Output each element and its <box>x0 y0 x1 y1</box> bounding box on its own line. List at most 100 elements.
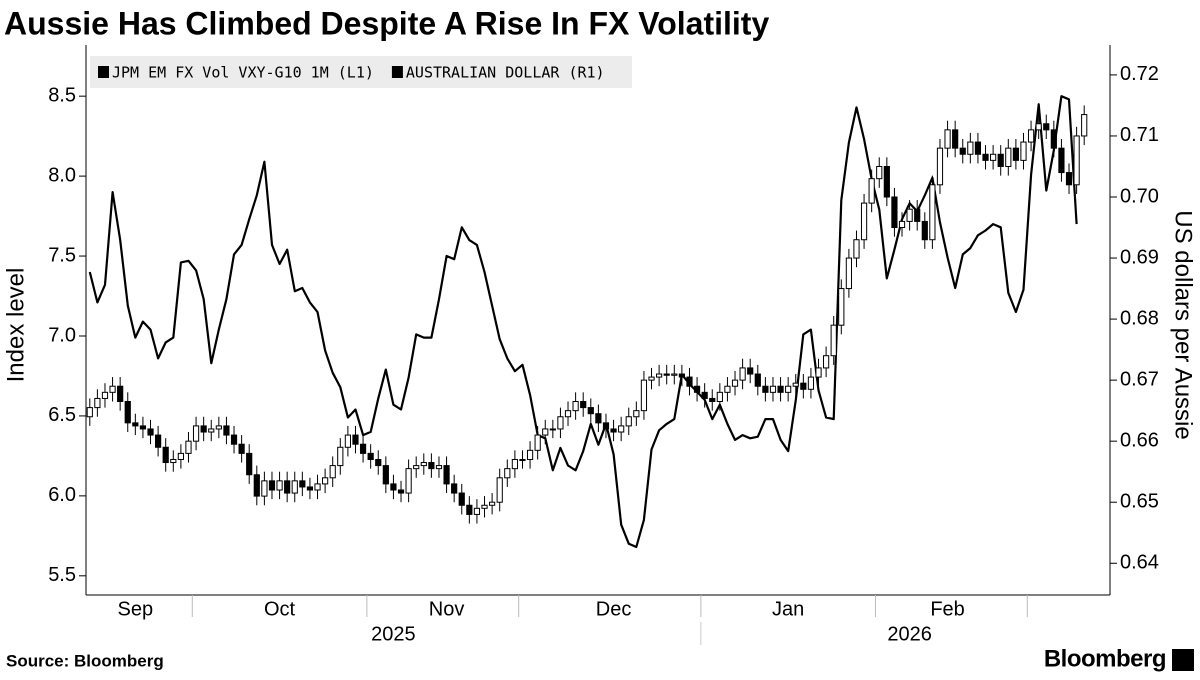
candle-body <box>891 196 898 229</box>
candle-body <box>306 486 314 491</box>
candle-body <box>230 434 238 445</box>
y-tick-label: 7.5 <box>48 244 76 266</box>
y2-tick-label: 0.72 <box>1120 63 1159 85</box>
candle-body <box>1005 147 1012 167</box>
x-tick-label: Feb <box>930 598 964 620</box>
candle-body <box>413 465 420 470</box>
candle-body <box>420 462 427 467</box>
candle-body <box>519 458 526 461</box>
candle-body <box>990 153 997 161</box>
candle-body <box>777 385 784 393</box>
candle-body <box>208 428 215 433</box>
candle-body <box>754 373 761 387</box>
candle-body <box>124 400 131 424</box>
candle-body <box>959 147 966 155</box>
y-tick-label: 5.5 <box>48 564 76 586</box>
x-tick-label: Dec <box>596 598 632 620</box>
candle-body <box>359 443 367 454</box>
candle-body <box>253 474 260 497</box>
candle-body <box>572 400 579 412</box>
candle-body <box>762 385 769 393</box>
candle-body <box>982 153 989 161</box>
candle-body <box>405 468 412 494</box>
candle-body <box>284 480 291 494</box>
candle-body <box>944 129 951 149</box>
candle-body <box>686 376 693 387</box>
candle-body <box>648 376 655 381</box>
y-tick-label: 6.5 <box>48 404 76 426</box>
candle-body <box>147 428 154 436</box>
candle-body <box>815 367 822 378</box>
candle-body <box>1012 147 1019 161</box>
candle-body <box>952 129 959 149</box>
candle-body <box>845 257 852 290</box>
candle-body <box>739 367 746 381</box>
candle-body <box>352 434 359 445</box>
candle-body <box>117 385 124 402</box>
candle-body <box>291 480 298 494</box>
candle-body <box>382 465 389 485</box>
candle-body <box>375 458 382 467</box>
candle-body <box>921 220 928 241</box>
candle-body <box>534 434 541 451</box>
candle-body <box>200 425 207 433</box>
candle-body <box>504 468 511 479</box>
candle-body <box>542 428 549 436</box>
y-tick-label: 7.0 <box>48 324 76 346</box>
candle-body <box>177 452 184 460</box>
y-tick-label: 6.0 <box>48 484 76 506</box>
candle-body <box>435 465 443 470</box>
candle-body <box>967 141 974 155</box>
x-tick-label: Jan <box>772 598 804 620</box>
x2-tick-label: 2026 <box>887 623 932 645</box>
x-tick-label: Nov <box>429 598 465 620</box>
candle-body <box>587 407 594 415</box>
candle-body <box>701 391 708 399</box>
candle-body <box>268 480 276 491</box>
candle-body <box>428 462 435 470</box>
candle-body <box>1043 123 1050 131</box>
candle-body <box>549 428 556 431</box>
candle-body <box>792 382 799 387</box>
brand: Bloomberg <box>1044 645 1166 672</box>
candle-body <box>443 465 450 485</box>
candle-body <box>883 165 890 198</box>
candle-body <box>868 178 875 204</box>
candle-body <box>238 443 245 454</box>
y2-tick-label: 0.65 <box>1120 490 1159 512</box>
y2-tick-label: 0.66 <box>1120 429 1159 451</box>
candle-body <box>276 480 283 491</box>
candle-body <box>390 483 397 491</box>
candle-body <box>132 422 139 427</box>
candle-body <box>496 477 503 503</box>
legend-label: AUSTRALIAN DOLLAR (R1) <box>406 64 605 82</box>
candle-body <box>625 416 632 427</box>
candle-body <box>367 452 374 460</box>
candle-body <box>185 440 192 454</box>
candle-body <box>602 422 610 430</box>
chart-title: Aussie Has Climbed Despite A Rise In FX … <box>4 5 769 41</box>
candle-body <box>94 397 101 409</box>
candle-body <box>1035 123 1042 131</box>
candle-body <box>823 355 830 369</box>
candle-body <box>314 483 321 491</box>
candle-body <box>853 239 860 259</box>
y2-tick-label: 0.70 <box>1120 185 1159 207</box>
candle-body <box>640 379 648 412</box>
candle-body <box>337 446 344 467</box>
candle-body <box>716 391 723 402</box>
candle-body <box>481 504 488 509</box>
candle-body <box>246 452 253 476</box>
candle-body <box>595 413 602 424</box>
legend-swatch <box>391 66 403 78</box>
candle-body <box>1065 172 1073 186</box>
y-tick-label: 8.5 <box>48 84 76 106</box>
candle-body <box>344 434 351 448</box>
candle-body <box>86 407 93 418</box>
x-tick-label: Sep <box>118 598 154 620</box>
candle-body <box>769 385 777 393</box>
candle-body <box>451 483 458 494</box>
x2-tick-label: 2025 <box>371 623 416 645</box>
candle-body <box>299 480 306 488</box>
